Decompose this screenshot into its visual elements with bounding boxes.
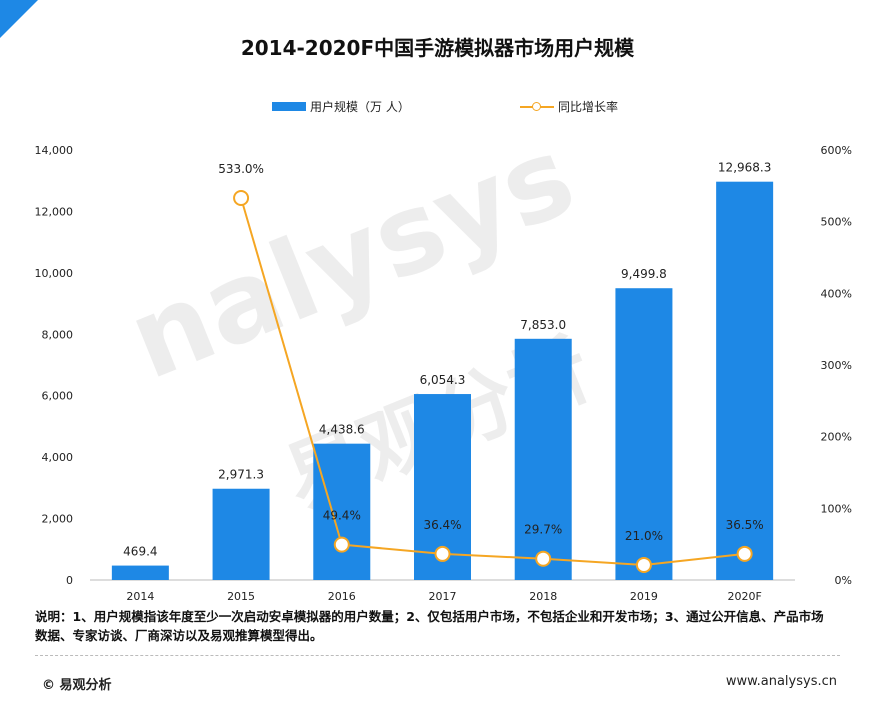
growth-rate-label: 29.7% (524, 523, 562, 537)
bar-series: 469.4 2,971.3 4,438.6 6,054.3 7,853.0 9,499.8… (111, 161, 774, 580)
y-right-tick-label: 500% (821, 216, 852, 229)
y-left-tick-label: 14,000 (35, 144, 74, 157)
growth-rate-label: 36.4% (423, 518, 461, 532)
bar-2016 (313, 443, 371, 580)
bar-2018 (514, 338, 572, 580)
x-tick-label: 2019 (630, 590, 658, 603)
legend-bar-swatch (272, 102, 306, 111)
y-left-tick-label: 2,000 (42, 513, 74, 526)
y-right-tick-label: 300% (821, 359, 852, 372)
corner-accent-triangle (0, 0, 38, 38)
bar-value-label: 9,499.8 (621, 267, 667, 281)
footer-copyright: © 易观分析 (42, 678, 112, 693)
y-right-tick-label: 600% (821, 144, 852, 157)
bar-2019 (615, 288, 673, 580)
y-right-tick-label: 200% (821, 431, 852, 444)
x-tick-label: 2015 (227, 590, 255, 603)
legend-bar-item: 用户规模（万 人） (272, 98, 410, 115)
line-series: 533.0% 49.4% 36.4% 29.7% 21.0% 36.5% (218, 162, 764, 573)
x-tick-label: 2016 (328, 590, 356, 603)
growth-rate-point (736, 545, 753, 562)
legend-line-swatch (520, 101, 554, 112)
growth-rate-point (233, 190, 250, 207)
bar-2020F (716, 181, 774, 580)
bar-value-label: 7,853.0 (520, 318, 566, 332)
y-left-tick-label: 4,000 (42, 451, 74, 464)
growth-rate-point (434, 545, 451, 562)
growth-rate-point (635, 556, 652, 573)
footer-url: www.analysys.cn (725, 674, 837, 689)
x-tick-label: 2018 (529, 590, 557, 603)
legend-bar-label: 用户规模（万 人） (310, 100, 410, 114)
legend-line-label: 同比增长率 (558, 100, 619, 114)
growth-rate-label: 533.0% (218, 162, 264, 176)
y-right-tick-label: 400% (821, 287, 852, 300)
bar-2014 (111, 565, 169, 580)
chart-area: nalysys 易观分析 02,0004,0006,0008,00010,000… (35, 111, 853, 603)
growth-rate-label: 36.5% (726, 518, 764, 532)
y-right-tick-label: 100% (821, 502, 852, 515)
bar-value-label: 469.4 (123, 545, 157, 559)
y-left-tick-label: 0 (66, 574, 73, 587)
note-text: 说明：1、用户规模指该年度至少一次启动安卓模拟器的用户数量；2、仅包括用户市场，… (35, 609, 824, 643)
x-tick-label: 2020F (727, 590, 761, 603)
bar-value-label: 2,971.3 (218, 468, 264, 482)
growth-rate-label: 49.4% (323, 509, 361, 523)
bar-value-label: 12,968.3 (718, 161, 771, 175)
bar-value-label: 4,438.6 (319, 423, 365, 437)
bar-2015 (212, 488, 270, 580)
y-left-tick-label: 10,000 (35, 267, 74, 280)
y-right-tick-label: 0% (835, 574, 852, 587)
growth-rate-point (333, 536, 350, 553)
x-tick-label: 2014 (126, 590, 154, 603)
y-left-tick-label: 8,000 (42, 328, 74, 341)
growth-rate-point (535, 550, 552, 567)
growth-rate-line (240, 197, 745, 566)
growth-rate-label: 21.0% (625, 529, 663, 543)
y-left-tick-label: 6,000 (42, 390, 74, 403)
chart-title: 2014-2020F中国手游模拟器市场用户规模 (240, 36, 635, 60)
y-left-tick-label: 12,000 (35, 205, 74, 218)
axes: 0 2,000 4,000 6,000 8,000 10,000 12,000 14,000 0… (35, 144, 853, 603)
footer-separator (35, 655, 840, 656)
x-tick-label: 2017 (429, 590, 457, 603)
bar-value-label: 6,054.3 (420, 373, 466, 387)
legend-line-item: 同比增长率 (520, 98, 618, 115)
